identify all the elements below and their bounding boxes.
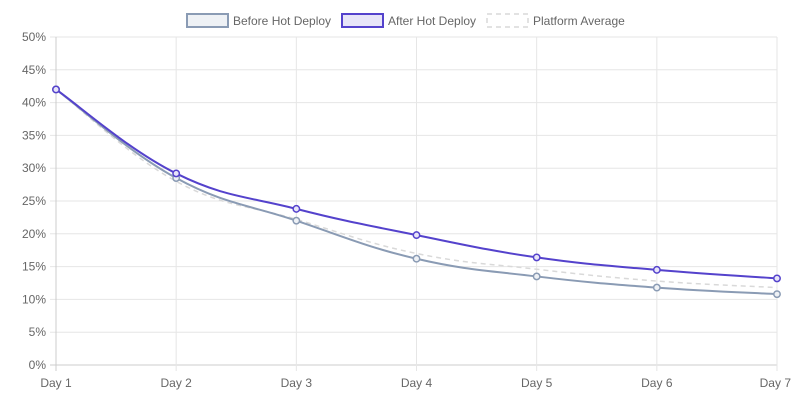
data-point xyxy=(412,231,421,240)
data-point xyxy=(652,265,661,274)
y-tick-label: 50% xyxy=(22,30,46,44)
legend-item: Platform Average xyxy=(486,13,625,28)
data-point xyxy=(652,283,661,292)
y-tick-label: 15% xyxy=(22,260,46,274)
axes: 0% 5% 10% 15% 20% 25% 30% 35% 40% 45% 50% Day 1 Day … xyxy=(22,30,791,390)
data-point xyxy=(172,169,181,178)
y-tick-label: 40% xyxy=(22,96,46,110)
y-tick-label: 0% xyxy=(29,358,47,372)
series-after-hot-deploy xyxy=(52,85,781,283)
y-tick-label: 10% xyxy=(22,292,46,306)
grid xyxy=(50,36,778,371)
legend-swatch xyxy=(186,13,229,28)
x-tick-label: Day 7 xyxy=(760,376,792,390)
x-tick-label: Day 6 xyxy=(641,376,673,390)
legend: Before Hot Deploy After Hot Deploy Platfor… xyxy=(186,13,625,28)
legend-swatch xyxy=(486,13,529,28)
y-tick-label: 45% xyxy=(22,63,46,77)
legend-item: Before Hot Deploy xyxy=(186,13,331,28)
x-tick-label: Day 3 xyxy=(281,376,313,390)
data-point xyxy=(532,253,541,262)
data-point xyxy=(773,290,781,299)
data-point xyxy=(412,254,421,263)
data-point xyxy=(773,274,781,283)
legend-item: After Hot Deploy xyxy=(341,13,476,28)
y-tick-label: 30% xyxy=(22,161,46,175)
legend-swatch xyxy=(341,13,384,28)
x-tick-label: Day 1 xyxy=(40,376,72,390)
x-tick-label: Day 2 xyxy=(160,376,192,390)
y-tick-label: 35% xyxy=(22,128,46,142)
series-platform-average xyxy=(55,88,778,289)
legend-label: Platform Average xyxy=(533,14,625,28)
x-tick-label: Day 4 xyxy=(401,376,433,390)
data-point xyxy=(52,85,60,94)
legend-label: After Hot Deploy xyxy=(388,14,476,28)
data-point xyxy=(292,216,301,225)
data-point xyxy=(532,272,541,281)
y-tick-label: 25% xyxy=(22,194,46,208)
series-layer xyxy=(52,85,781,299)
legend-label: Before Hot Deploy xyxy=(233,14,331,28)
data-point xyxy=(292,204,301,213)
x-tick-label: Day 5 xyxy=(521,376,553,390)
y-tick-label: 5% xyxy=(29,325,47,339)
y-tick-label: 20% xyxy=(22,227,46,241)
series-line xyxy=(55,88,778,289)
